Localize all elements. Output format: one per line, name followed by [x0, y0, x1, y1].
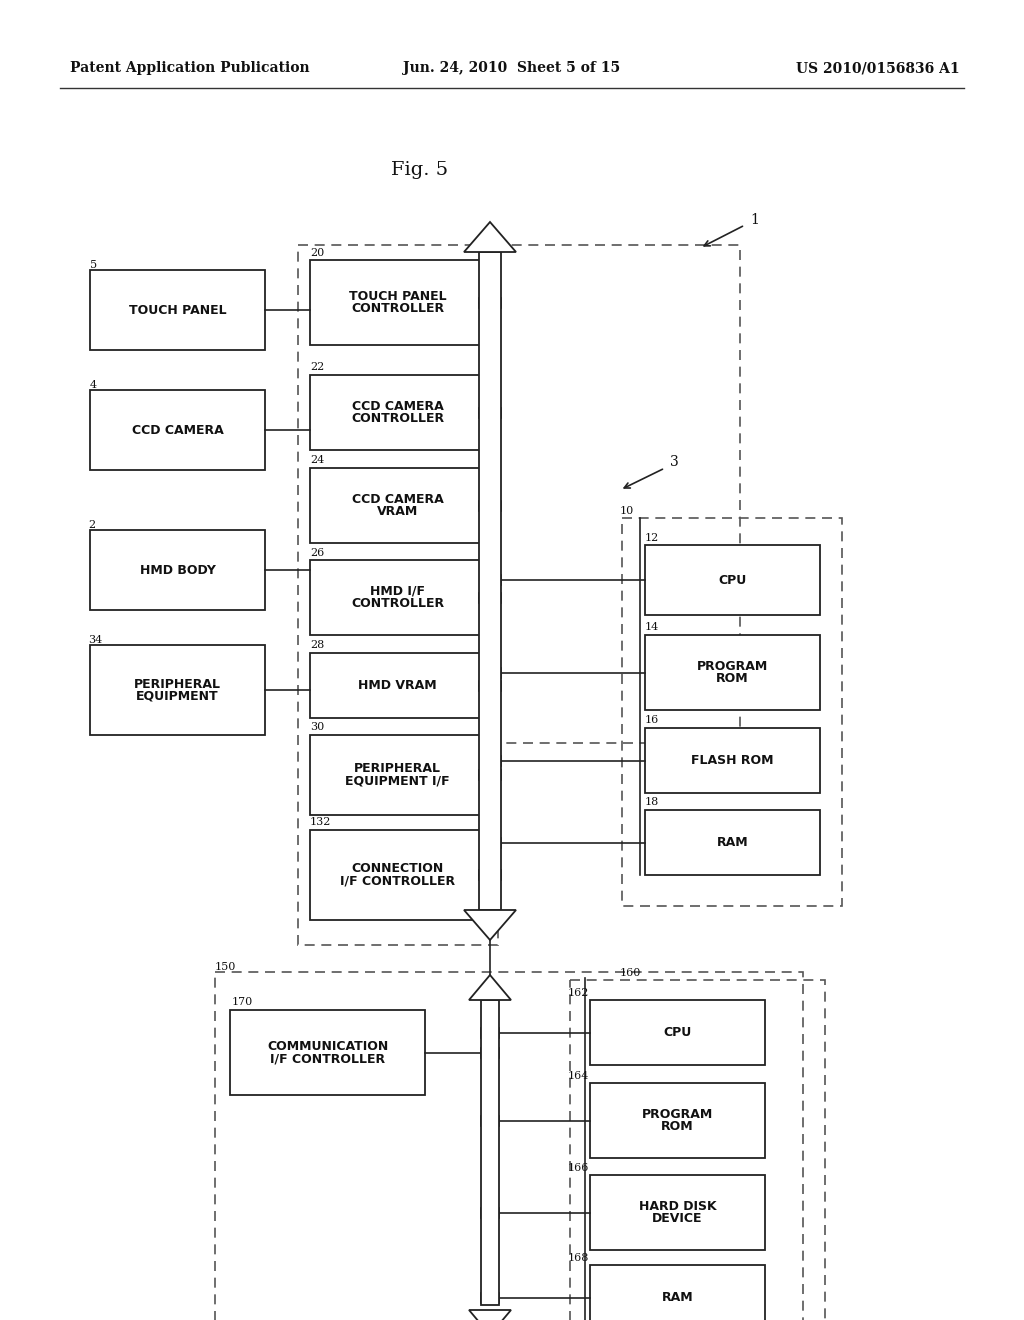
- Text: Patent Application Publication: Patent Application Publication: [70, 61, 309, 75]
- Text: 132: 132: [310, 817, 332, 828]
- Text: 26: 26: [310, 548, 325, 558]
- Bar: [215, 972, 803, 1320]
- Bar: [495, 246, 740, 743]
- Text: 24: 24: [310, 455, 325, 465]
- Bar: [90, 531, 265, 610]
- Text: 168: 168: [568, 1253, 590, 1263]
- Text: 3: 3: [670, 455, 679, 469]
- Bar: [570, 979, 825, 1320]
- Text: FLASH ROM: FLASH ROM: [691, 754, 774, 767]
- Text: VRAM: VRAM: [377, 506, 418, 517]
- Text: CCD CAMERA: CCD CAMERA: [351, 400, 443, 413]
- Text: 166: 166: [568, 1163, 590, 1173]
- Text: I/F CONTROLLER: I/F CONTROLLER: [340, 874, 455, 887]
- Bar: [590, 1001, 765, 1065]
- Text: CCD CAMERA: CCD CAMERA: [351, 492, 443, 506]
- Bar: [645, 545, 820, 615]
- Bar: [230, 1010, 425, 1096]
- Text: CCD CAMERA: CCD CAMERA: [132, 424, 223, 437]
- Bar: [645, 810, 820, 875]
- Text: COMMUNICATION: COMMUNICATION: [267, 1040, 388, 1053]
- Text: 2: 2: [88, 520, 95, 531]
- Bar: [481, 1001, 499, 1305]
- Text: CONNECTION: CONNECTION: [351, 862, 443, 875]
- Text: TOUCH PANEL: TOUCH PANEL: [129, 304, 226, 317]
- Text: 160: 160: [620, 968, 641, 978]
- Text: US 2010/0156836 A1: US 2010/0156836 A1: [797, 61, 961, 75]
- Text: 14: 14: [645, 622, 659, 632]
- Bar: [310, 735, 485, 814]
- Bar: [590, 1175, 765, 1250]
- Text: HARD DISK: HARD DISK: [639, 1200, 717, 1213]
- Text: DEVICE: DEVICE: [652, 1212, 702, 1225]
- Text: 30: 30: [310, 722, 325, 733]
- Text: 20: 20: [310, 248, 325, 257]
- Bar: [479, 252, 501, 909]
- Text: RAM: RAM: [662, 1291, 693, 1304]
- Text: ROM: ROM: [662, 1119, 694, 1133]
- Bar: [310, 830, 485, 920]
- Text: 12: 12: [645, 533, 659, 543]
- Bar: [590, 1265, 765, 1320]
- Bar: [90, 389, 265, 470]
- Polygon shape: [464, 222, 516, 252]
- Text: 5: 5: [90, 260, 97, 271]
- Text: 170: 170: [232, 997, 253, 1007]
- Text: EQUIPMENT I/F: EQUIPMENT I/F: [345, 775, 450, 788]
- Polygon shape: [469, 1309, 511, 1320]
- Text: HMD BODY: HMD BODY: [139, 564, 215, 577]
- Text: 22: 22: [310, 362, 325, 372]
- Polygon shape: [464, 909, 516, 940]
- Text: Jun. 24, 2010  Sheet 5 of 15: Jun. 24, 2010 Sheet 5 of 15: [403, 61, 621, 75]
- Text: 150: 150: [215, 962, 237, 972]
- Text: CPU: CPU: [664, 1026, 691, 1039]
- Text: 18: 18: [645, 797, 659, 807]
- Text: 162: 162: [568, 987, 590, 998]
- Bar: [645, 729, 820, 793]
- Bar: [310, 375, 485, 450]
- Text: HMD I/F: HMD I/F: [370, 585, 425, 598]
- Text: I/F CONTROLLER: I/F CONTROLLER: [270, 1052, 385, 1065]
- Bar: [310, 260, 485, 345]
- Text: EQUIPMENT: EQUIPMENT: [136, 689, 219, 702]
- Text: PROGRAM: PROGRAM: [642, 1107, 713, 1121]
- Text: Fig. 5: Fig. 5: [391, 161, 449, 180]
- Bar: [590, 1082, 765, 1158]
- Text: 34: 34: [88, 635, 102, 645]
- Bar: [622, 517, 842, 906]
- Text: 16: 16: [645, 715, 659, 725]
- Text: 28: 28: [310, 640, 325, 649]
- Text: 1: 1: [750, 213, 759, 227]
- Polygon shape: [469, 975, 511, 1001]
- Text: TOUCH PANEL: TOUCH PANEL: [349, 290, 446, 304]
- Text: HMD VRAM: HMD VRAM: [358, 678, 437, 692]
- Text: PERIPHERAL: PERIPHERAL: [354, 763, 441, 776]
- Bar: [310, 653, 485, 718]
- Text: CPU: CPU: [719, 573, 746, 586]
- Text: PROGRAM: PROGRAM: [697, 660, 768, 673]
- Bar: [90, 271, 265, 350]
- Bar: [310, 469, 485, 543]
- Bar: [310, 560, 485, 635]
- Text: CONTROLLER: CONTROLLER: [351, 302, 444, 315]
- Text: ROM: ROM: [716, 672, 749, 685]
- Text: 164: 164: [568, 1071, 590, 1081]
- Text: PERIPHERAL: PERIPHERAL: [134, 677, 221, 690]
- Text: RAM: RAM: [717, 836, 749, 849]
- Text: 4: 4: [90, 380, 97, 389]
- Text: CONTROLLER: CONTROLLER: [351, 412, 444, 425]
- Bar: [298, 246, 498, 945]
- Text: CONTROLLER: CONTROLLER: [351, 597, 444, 610]
- Text: 10: 10: [620, 506, 634, 516]
- Bar: [645, 635, 820, 710]
- Bar: [90, 645, 265, 735]
